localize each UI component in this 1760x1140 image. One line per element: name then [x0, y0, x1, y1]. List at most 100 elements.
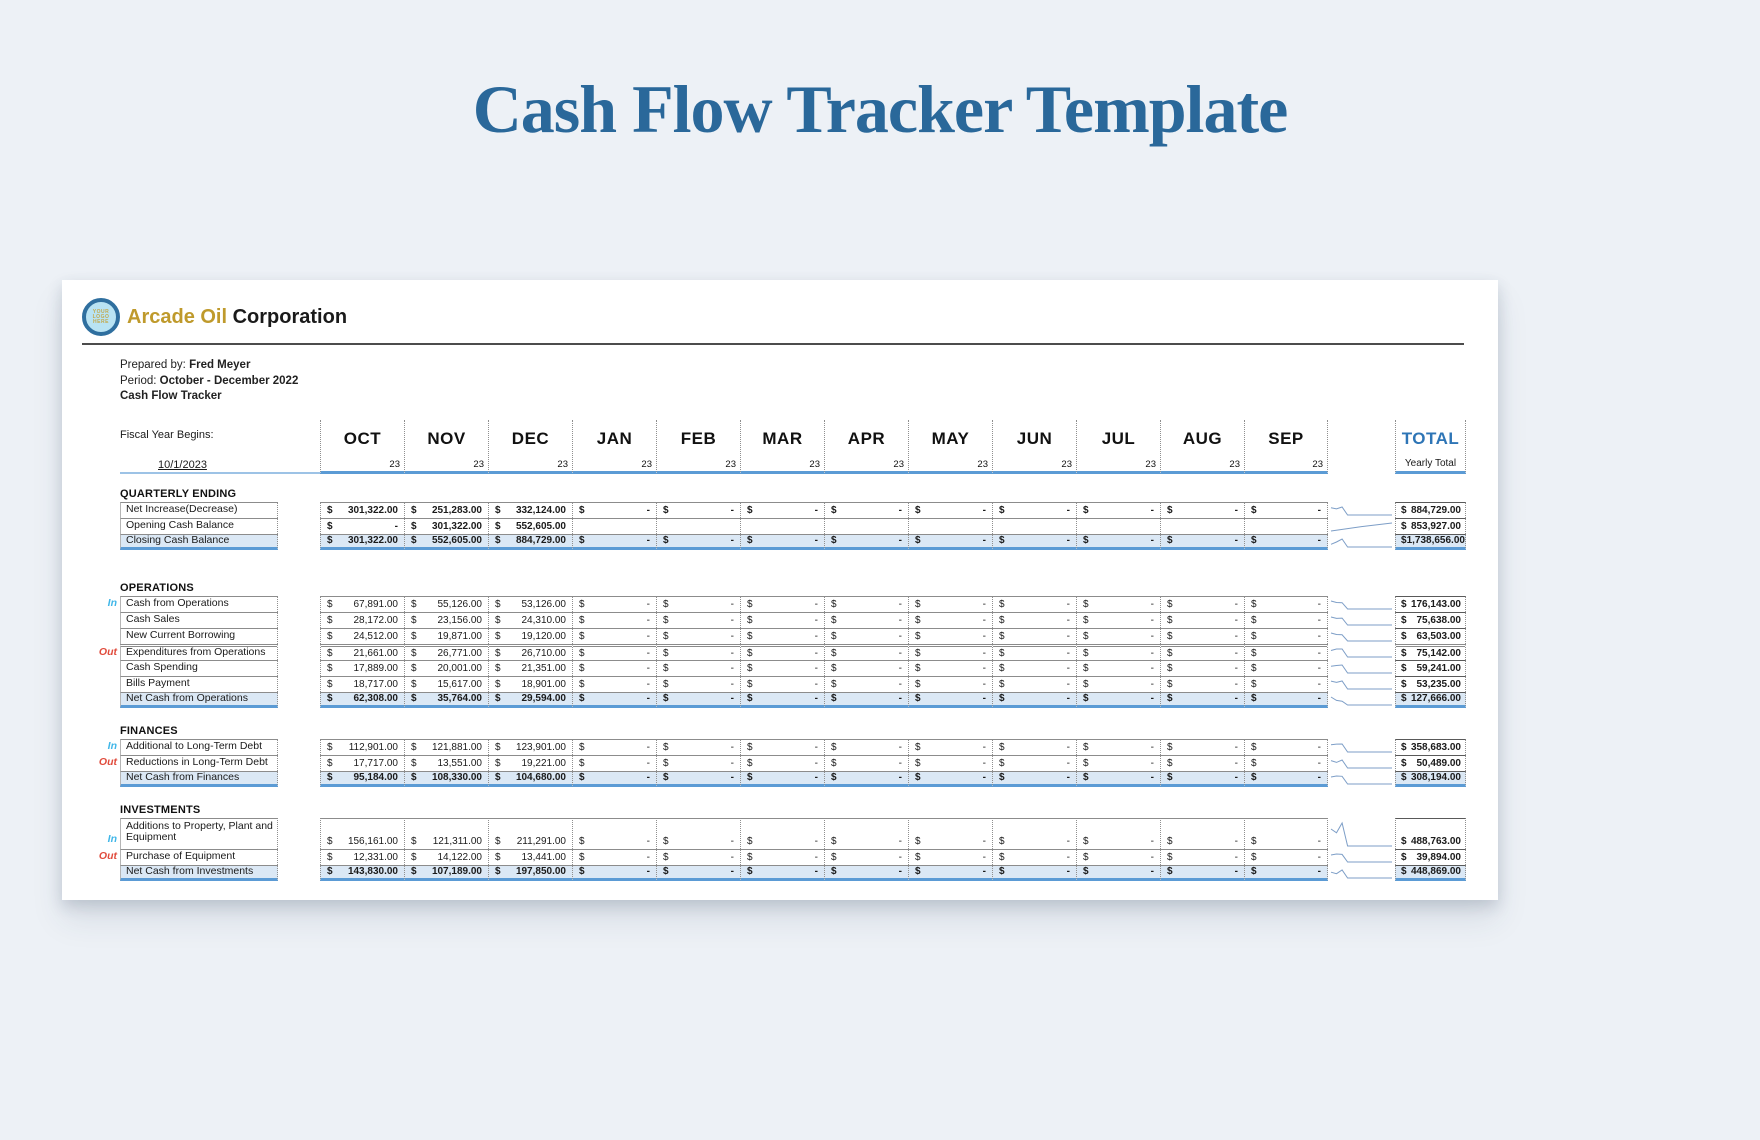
value-cell[interactable]: $ - [824, 675, 908, 692]
value-cell[interactable]: $ - [740, 754, 824, 771]
value-cell[interactable]: $ - [572, 501, 656, 518]
value-cell[interactable]: $552,605.00 [404, 533, 488, 550]
value-cell[interactable]: $ - [908, 533, 992, 550]
value-cell[interactable]: $ - [908, 754, 992, 771]
value-cell[interactable]: $ - [656, 848, 740, 865]
value-cell[interactable]: $ - [572, 611, 656, 628]
value-cell[interactable]: $ - [1244, 675, 1328, 692]
value-cell[interactable]: $ - [1076, 691, 1160, 708]
total-cell[interactable]: $75,638.00 [1395, 611, 1466, 628]
total-cell[interactable]: $308,194.00 [1395, 770, 1466, 787]
value-cell[interactable]: $156,161.00 [320, 817, 404, 849]
value-cell[interactable]: $ - [824, 643, 908, 660]
value-cell[interactable]: $ - [908, 691, 992, 708]
value-cell[interactable]: $ - [824, 817, 908, 849]
value-cell[interactable]: $ - [992, 691, 1076, 708]
value-cell[interactable]: $ - [824, 754, 908, 771]
value-cell[interactable]: $ - [908, 675, 992, 692]
value-cell[interactable]: $ - [656, 738, 740, 755]
value-cell[interactable]: $ - [992, 864, 1076, 881]
value-cell[interactable]: $ - [1076, 627, 1160, 644]
row-label-cell[interactable]: Out Purchase of Equipment [99, 848, 278, 865]
value-cell[interactable]: $197,850.00 [488, 864, 572, 881]
value-cell[interactable]: $ - [656, 691, 740, 708]
value-cell[interactable]: $ - [908, 738, 992, 755]
value-cell[interactable]: $ - [1076, 754, 1160, 771]
row-label-cell[interactable]: Cash Spending [120, 659, 278, 676]
month-header[interactable]: MAY 23 [908, 419, 992, 474]
value-cell[interactable]: $35,764.00 [404, 691, 488, 708]
value-cell[interactable]: $ - [1244, 533, 1328, 550]
value-cell[interactable]: $62,308.00 [320, 691, 404, 708]
value-cell[interactable]: $ - [1160, 691, 1244, 708]
row-label-cell[interactable]: In Cash from Operations [108, 595, 278, 612]
value-cell[interactable]: $ - [1160, 848, 1244, 865]
value-cell[interactable]: $ - [824, 848, 908, 865]
month-header[interactable]: MAR 23 [740, 419, 824, 474]
value-cell[interactable]: $552,605.00 [488, 517, 572, 534]
value-cell[interactable]: $28,172.00 [320, 611, 404, 628]
value-cell[interactable]: $ - [1244, 643, 1328, 660]
total-header-cell[interactable]: TOTAL Yearly Total [1395, 419, 1466, 474]
value-cell[interactable] [656, 517, 740, 534]
value-cell[interactable]: $ - [572, 848, 656, 865]
value-cell[interactable] [1160, 517, 1244, 534]
value-cell[interactable]: $ - [740, 738, 824, 755]
value-cell[interactable]: $ - [824, 691, 908, 708]
value-cell[interactable]: $ - [656, 595, 740, 612]
value-cell[interactable]: $ - [572, 627, 656, 644]
total-cell[interactable]: $39,894.00 [1395, 848, 1466, 865]
value-cell[interactable]: $ - [740, 627, 824, 644]
month-header[interactable]: JUL 23 [1076, 419, 1160, 474]
value-cell[interactable]: $14,122.00 [404, 848, 488, 865]
value-cell[interactable] [572, 517, 656, 534]
value-cell[interactable]: $ - [572, 595, 656, 612]
value-cell[interactable]: $ - [1076, 533, 1160, 550]
value-cell[interactable]: $ - [992, 533, 1076, 550]
value-cell[interactable]: $ - [656, 627, 740, 644]
value-cell[interactable] [1244, 517, 1328, 534]
row-label-cell[interactable]: Opening Cash Balance [120, 517, 278, 534]
value-cell[interactable]: $ - [824, 864, 908, 881]
value-cell[interactable]: $ - [1244, 754, 1328, 771]
value-cell[interactable]: $19,871.00 [404, 627, 488, 644]
value-cell[interactable]: $ - [1076, 643, 1160, 660]
value-cell[interactable]: $ - [824, 659, 908, 676]
value-cell[interactable]: $ - [1244, 595, 1328, 612]
value-cell[interactable]: $ - [908, 659, 992, 676]
value-cell[interactable]: $55,126.00 [404, 595, 488, 612]
value-cell[interactable]: $24,512.00 [320, 627, 404, 644]
value-cell[interactable]: $ - [320, 517, 404, 534]
month-header[interactable]: JAN 23 [572, 419, 656, 474]
value-cell[interactable]: $332,124.00 [488, 501, 572, 518]
value-cell[interactable]: $ - [1244, 738, 1328, 755]
value-cell[interactable]: $ - [908, 848, 992, 865]
value-cell[interactable]: $ - [656, 501, 740, 518]
value-cell[interactable]: $23,156.00 [404, 611, 488, 628]
value-cell[interactable]: $251,283.00 [404, 501, 488, 518]
fiscal-year-cell[interactable]: Fiscal Year Begins: 10/1/2023 [120, 420, 320, 474]
value-cell[interactable]: $ - [992, 659, 1076, 676]
value-cell[interactable]: $ - [572, 643, 656, 660]
value-cell[interactable] [740, 517, 824, 534]
value-cell[interactable]: $67,891.00 [320, 595, 404, 612]
value-cell[interactable]: $21,351.00 [488, 659, 572, 676]
value-cell[interactable]: $108,330.00 [404, 770, 488, 787]
total-cell[interactable]: $448,869.00 [1395, 864, 1466, 881]
value-cell[interactable] [824, 517, 908, 534]
value-cell[interactable]: $ - [1244, 611, 1328, 628]
value-cell[interactable]: $ - [1076, 595, 1160, 612]
value-cell[interactable]: $ - [908, 817, 992, 849]
value-cell[interactable]: $ - [1160, 675, 1244, 692]
row-label-cell[interactable]: Net Cash from Operations [120, 691, 278, 708]
value-cell[interactable]: $143,830.00 [320, 864, 404, 881]
value-cell[interactable]: $ - [992, 643, 1076, 660]
row-label-cell[interactable]: New Current Borrowing [120, 627, 278, 644]
value-cell[interactable]: $ - [908, 611, 992, 628]
value-cell[interactable]: $15,617.00 [404, 675, 488, 692]
value-cell[interactable]: $ - [824, 501, 908, 518]
value-cell[interactable]: $ - [740, 864, 824, 881]
month-header[interactable]: SEP 23 [1244, 419, 1328, 474]
value-cell[interactable]: $ - [740, 611, 824, 628]
value-cell[interactable]: $ - [572, 738, 656, 755]
